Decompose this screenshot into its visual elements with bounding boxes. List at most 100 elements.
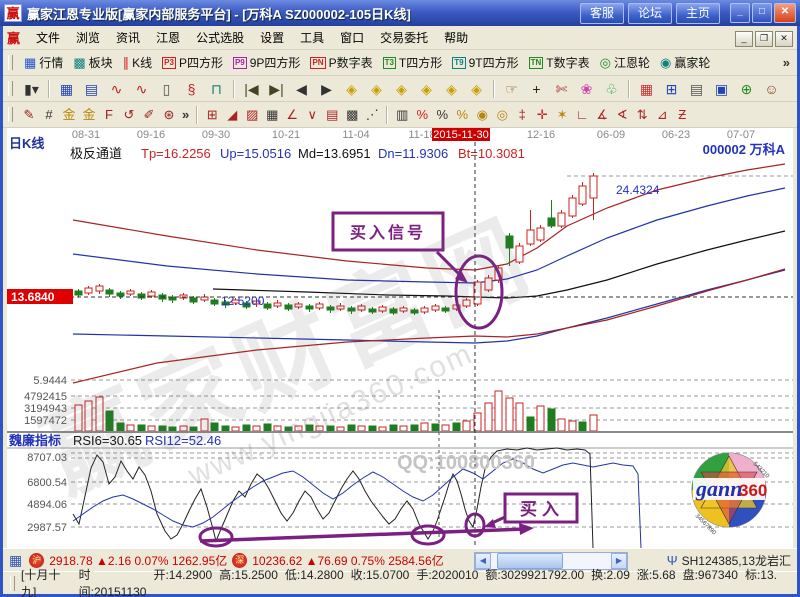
pen-tool-button[interactable]: ✎ <box>23 106 35 122</box>
first-page-button[interactable]: |◀ <box>244 80 259 97</box>
gold-tool-2-button[interactable]: 金 <box>82 106 96 122</box>
star-tool-button[interactable]: ✶ <box>556 106 568 122</box>
cut-tool-button[interactable]: ✄ <box>555 80 568 97</box>
percent-tool-2-button[interactable]: % <box>436 106 449 122</box>
shaded-box-tool-button[interactable]: ▨ <box>246 106 259 122</box>
slash-lines-tool-button[interactable]: ⋰ <box>365 106 379 122</box>
user-card-button[interactable]: ☺ <box>764 80 779 97</box>
kline-chart-svg[interactable]: 08-31 09-16 09-30 10-21 11-04 11-18 12-16 06-09… <box>7 128 793 549</box>
menu-item-2[interactable]: 资讯 <box>116 31 141 45</box>
sectors-button[interactable]: ▩ 板块 <box>68 53 117 72</box>
mini-chart-9-button[interactable]: ∿ <box>135 80 148 97</box>
menu-item-0[interactable]: 文件 <box>36 31 61 45</box>
updown-tool-button[interactable]: ⇅ <box>636 106 648 122</box>
mdi-restore-button[interactable]: ❐ <box>755 31 773 47</box>
menu-item-8[interactable]: 交易委托 <box>380 31 429 45</box>
minimize-button[interactable]: _ <box>730 3 750 23</box>
spiral-tool-button[interactable]: ↺ <box>123 106 135 122</box>
pattern-tool-button[interactable]: ♧ <box>605 80 618 97</box>
gold-tool-1-button[interactable]: 金 <box>62 106 76 122</box>
toolbar-grip[interactable] <box>8 107 13 122</box>
save-button[interactable]: ▣ <box>714 80 729 97</box>
mdi-minimize-button[interactable]: _ <box>735 31 753 47</box>
quote-page-button[interactable]: ▤ <box>84 80 99 97</box>
right-angle-tool-button[interactable]: ∟ <box>575 106 589 122</box>
zoom-diamond-2-button[interactable]: ◈ <box>371 80 382 97</box>
zoom-diamond-5-button[interactable]: ◈ <box>446 80 457 97</box>
number-table-tool-button[interactable]: ▥ <box>396 106 409 122</box>
9p-square-button[interactable]: P9 9P四方形 <box>228 53 305 72</box>
zoom-diamond-6-button[interactable]: ◈ <box>471 80 482 97</box>
menu-item-5[interactable]: 设置 <box>260 31 285 45</box>
dense-grid-tool-button[interactable]: ▩ <box>346 106 359 122</box>
maximize-button[interactable]: □ <box>752 3 772 23</box>
zoom-diamond-3-button[interactable]: ◈ <box>396 80 407 97</box>
lines-box-tool-button[interactable]: ▤ <box>326 106 339 122</box>
toolbar-grip[interactable] <box>8 55 13 70</box>
menu-item-6[interactable]: 工具 <box>300 31 325 45</box>
close-button[interactable]: ✕ <box>774 3 796 23</box>
grid-box-tool-button[interactable]: ▦ <box>266 106 279 122</box>
gann-grid-tool-button[interactable]: ⊞ <box>206 106 218 122</box>
prev-bar-button[interactable]: ◀ <box>296 80 307 97</box>
network-button[interactable]: ⊕ <box>740 80 753 97</box>
percent-tool-3-button[interactable]: % <box>456 106 469 122</box>
scroll-right-icon[interactable]: ▶ <box>611 553 627 569</box>
p-number-table-button[interactable]: PN P数字表 <box>305 53 377 72</box>
gann-wheel-button[interactable]: ◎ 江恩轮 <box>595 53 655 72</box>
last-page-button[interactable]: ▶| <box>269 80 284 97</box>
hash-grid-tool-button[interactable]: # <box>45 106 53 122</box>
titlebar-button-0[interactable]: 客服 <box>580 2 624 24</box>
ornament-tool-button[interactable]: ❀ <box>580 80 593 97</box>
zoom-diamond-1-button[interactable]: ◈ <box>346 80 357 97</box>
zoom-diamond-4-button[interactable]: ◈ <box>421 80 432 97</box>
hand-tool-button[interactable]: ☞ <box>505 80 518 97</box>
bar-chart-button[interactable]: ⊓ <box>211 80 222 97</box>
scrollbar-thumb[interactable] <box>497 553 563 569</box>
gold-circle-tool-button[interactable]: ◉ <box>476 106 488 122</box>
wedge-tool-button[interactable]: ⊿ <box>656 106 668 122</box>
notebook-button[interactable]: ▤ <box>689 80 704 97</box>
calculator-button[interactable]: ⊞ <box>665 80 678 97</box>
p-square-button[interactable]: P3 P四方形 <box>157 53 228 72</box>
candle-style-button[interactable]: ▯ <box>162 80 171 97</box>
price-line-tool-button[interactable]: ‡ <box>518 106 526 122</box>
market-grid-icon[interactable]: ▦ <box>9 551 23 568</box>
crosshair-tool-button[interactable]: + <box>532 80 541 97</box>
toolbar-overflow-icon[interactable]: » <box>182 107 190 122</box>
wheel-grid-tool-button[interactable]: ⊛ <box>163 106 175 122</box>
winner-wheel-button[interactable]: ◉ 赢家轮 <box>655 53 715 72</box>
next-bar-button[interactable]: ▶ <box>321 80 332 97</box>
horizontal-scrollbar[interactable]: ◀ ▶ <box>474 552 628 570</box>
mdi-close-button[interactable]: ✕ <box>775 31 793 47</box>
menu-item-9[interactable]: 帮助 <box>444 31 469 45</box>
figure-tool-button[interactable]: § <box>187 80 196 97</box>
menu-item-1[interactable]: 浏览 <box>76 31 101 45</box>
kline-button[interactable]: ∥ K线 <box>118 53 158 72</box>
titlebar-button-1[interactable]: 论坛 <box>628 2 672 24</box>
percent-tool-1-button[interactable]: % <box>416 106 429 122</box>
scrollbar-track[interactable] <box>491 553 611 569</box>
menu-item-7[interactable]: 窗口 <box>340 31 365 45</box>
kline-chart-panel[interactable]: 08-31 09-16 09-30 10-21 11-04 11-18 12-16 06-09… <box>7 128 793 549</box>
titlebar-button-2[interactable]: 主页 <box>676 2 720 24</box>
t-square-button[interactable]: T3 T四方形 <box>378 53 448 72</box>
block-chart-button[interactable]: ▦ <box>59 80 74 97</box>
menu-item-4[interactable]: 公式选股 <box>196 31 245 45</box>
f-level-tool-button[interactable]: F <box>105 106 113 122</box>
gold-ring-tool-button[interactable]: ◎ <box>496 106 508 122</box>
angle-measure-tool-button[interactable]: ∡ <box>596 106 609 122</box>
t-number-table-button[interactable]: TN T数字表 <box>524 53 595 72</box>
9t-square-button[interactable]: T9 9T四方形 <box>447 53 523 72</box>
v-line-tool-button[interactable]: ∨ <box>307 106 317 122</box>
z-line-tool-button[interactable]: Ƶ <box>678 106 687 122</box>
mini-chart-3-button[interactable]: ∿ <box>110 80 123 97</box>
angle-line-tool-button[interactable]: ∠ <box>286 106 299 122</box>
toolbar-overflow-icon[interactable]: » <box>782 55 790 70</box>
marker-tool-button[interactable]: ✐ <box>143 106 155 122</box>
arc-angle-tool-button[interactable]: ∢ <box>616 106 628 122</box>
toolbar-grip[interactable] <box>8 81 13 96</box>
kline-style-button[interactable]: ▮▾ <box>24 80 39 97</box>
target-tool-button[interactable]: ✛ <box>536 106 548 122</box>
market-quotes-button[interactable]: ▦ 行情 <box>19 53 68 72</box>
